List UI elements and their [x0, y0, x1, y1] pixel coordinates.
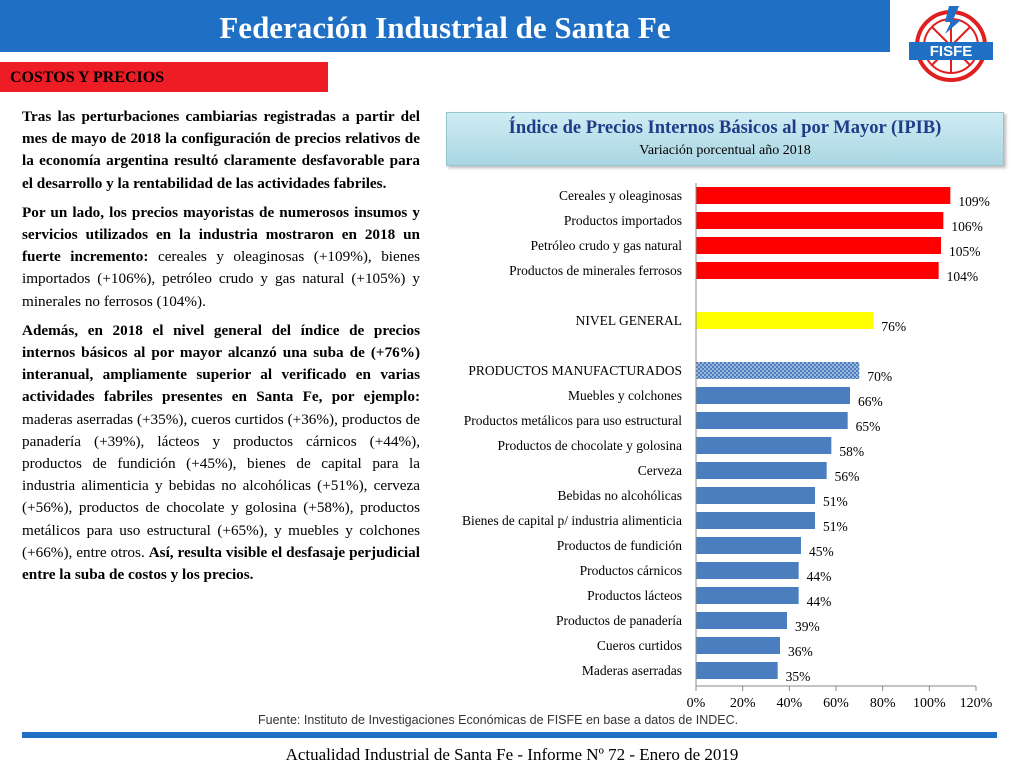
category-label: Productos de fundición: [557, 538, 682, 553]
category-label: Productos de chocolate y golosina: [498, 438, 682, 453]
data-label: 70%: [867, 369, 892, 384]
data-label: 35%: [786, 669, 811, 684]
header-bar: [0, 0, 890, 52]
chart-subtitle: Variación porcentual año 2018: [639, 143, 811, 158]
bar-chart: Cereales y oleaginosas 109% Productos impo…: [462, 183, 993, 708]
logo-text: FISFE: [930, 43, 973, 60]
bar: [696, 262, 939, 279]
footer-text: Actualidad Industrial de Santa Fe - Info…: [285, 745, 739, 764]
bar: [696, 637, 780, 654]
data-label: 45%: [809, 544, 834, 559]
category-label: Cerveza: [638, 463, 682, 478]
bar: [696, 387, 850, 404]
category-label: Cereales y oleaginosas: [559, 188, 682, 203]
data-label: 76%: [881, 319, 906, 334]
paragraph-run: Así, resulta visible el desfasaje perjud…: [22, 543, 420, 584]
paragraph-run: maderas aserradas (+35%), cueros curtido…: [22, 410, 420, 561]
data-label: 58%: [839, 444, 864, 459]
data-label: 39%: [795, 619, 820, 634]
data-label: 65%: [856, 419, 881, 434]
category-label: Maderas aserradas: [582, 663, 682, 678]
source-note: Fuente: Instituto de Investigaciones Eco…: [258, 713, 739, 727]
category-label: Bienes de capital p/ industria alimentic…: [462, 513, 682, 528]
x-tick-label: 60%: [823, 696, 849, 708]
data-label: 106%: [951, 219, 983, 234]
x-tick-label: 40%: [776, 696, 802, 708]
category-label: Productos lácteos: [587, 588, 682, 603]
data-label: 44%: [807, 594, 832, 609]
bar: [696, 662, 778, 679]
category-label: Cueros curtidos: [597, 638, 682, 653]
category-label: Muebles y colchones: [568, 388, 682, 403]
page-title: Federación Industrial de Santa Fe: [219, 10, 671, 45]
data-label: 36%: [788, 644, 813, 659]
bar: [696, 212, 944, 229]
section-label: COSTOS Y PRECIOS: [10, 69, 165, 86]
paragraph-2: Por un lado, los precios mayoristas de n…: [22, 202, 420, 313]
paragraph-run: cereales y oleaginosas (+109%), bienes i…: [22, 248, 420, 310]
data-label: 51%: [823, 519, 848, 534]
paragraph-run: Por un lado, los precios mayoristas de n…: [22, 203, 420, 266]
paragraph-run: Además, en 2018 el nivel general del índ…: [22, 321, 420, 406]
bar: [696, 587, 799, 604]
category-label: Productos importados: [564, 213, 682, 228]
x-tick-label: 80%: [870, 696, 896, 708]
bar: [696, 512, 815, 529]
category-label: Productos de panadería: [556, 613, 682, 628]
bar: [696, 237, 941, 254]
footer-bar: [22, 732, 997, 738]
paragraph-1: Tras las perturbaciones cambiarias regis…: [22, 106, 420, 195]
category-label: PRODUCTOS MANUFACTURADOS: [468, 363, 682, 378]
bar: [696, 537, 801, 554]
paragraph-run: Tras las perturbaciones cambiarias regis…: [22, 108, 420, 192]
chart-title: Índice de Precios Internos Básicos al po…: [508, 118, 942, 138]
bar: [696, 462, 827, 479]
x-tick-label: 0%: [687, 696, 706, 708]
data-label: 44%: [807, 569, 832, 584]
section-bar: [0, 62, 328, 92]
category-label: NIVEL GENERAL: [576, 313, 682, 328]
x-tick-label: 20%: [730, 696, 756, 708]
bar: [696, 487, 815, 504]
bar: [696, 437, 832, 454]
x-tick-label: 120%: [960, 696, 993, 708]
bar: [696, 362, 860, 379]
data-label: 104%: [947, 269, 979, 284]
data-label: 56%: [835, 469, 860, 484]
bar: [696, 562, 799, 579]
fisfe-logo: FISFE: [909, 6, 993, 82]
data-label: 51%: [823, 494, 848, 509]
bar: [696, 187, 951, 204]
bar: [696, 412, 848, 429]
bar: [696, 612, 787, 629]
category-label: Productos de minerales ferrosos: [509, 263, 682, 278]
chart-title-box: [446, 112, 1004, 166]
category-label: Productos cárnicos: [580, 563, 682, 578]
category-label: Petróleo crudo y gas natural: [531, 238, 683, 253]
paragraph-3: Además, en 2018 el nivel general del índ…: [22, 320, 420, 586]
category-label: Bebidas no alcohólicas: [558, 488, 682, 503]
category-label: Productos metálicos para uso estructural: [464, 413, 682, 428]
bar: [696, 312, 874, 329]
data-label: 66%: [858, 394, 883, 409]
x-tick-label: 100%: [913, 696, 946, 708]
body-text: Tras las perturbaciones cambiarias regis…: [22, 106, 420, 593]
data-label: 109%: [958, 194, 990, 209]
data-label: 105%: [949, 244, 981, 259]
